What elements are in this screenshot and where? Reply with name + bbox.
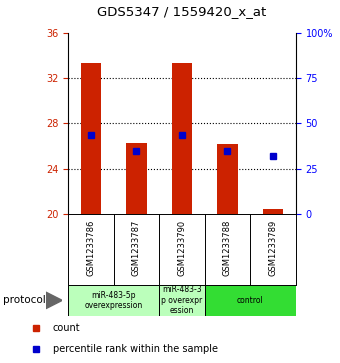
Text: GSM1233788: GSM1233788 <box>223 220 232 276</box>
Bar <box>263 209 283 214</box>
Text: GSM1233789: GSM1233789 <box>269 220 277 276</box>
Bar <box>68 285 159 316</box>
Text: protocol: protocol <box>3 295 46 305</box>
Text: GSM1233790: GSM1233790 <box>177 220 186 276</box>
Text: miR-483-3
p overexpr
ession: miR-483-3 p overexpr ession <box>161 285 203 315</box>
Bar <box>159 285 205 316</box>
Text: GSM1233787: GSM1233787 <box>132 220 141 276</box>
Text: GSM1233786: GSM1233786 <box>86 220 95 276</box>
Bar <box>172 63 192 214</box>
Text: count: count <box>53 323 80 333</box>
Text: GDS5347 / 1559420_x_at: GDS5347 / 1559420_x_at <box>97 5 267 18</box>
Bar <box>126 143 147 214</box>
Polygon shape <box>46 292 62 309</box>
Bar <box>81 63 101 214</box>
Text: control: control <box>237 296 264 305</box>
Bar <box>217 144 238 214</box>
Bar <box>205 285 296 316</box>
Text: percentile rank within the sample: percentile rank within the sample <box>53 344 218 354</box>
Text: miR-483-5p
overexpression: miR-483-5p overexpression <box>84 291 143 310</box>
